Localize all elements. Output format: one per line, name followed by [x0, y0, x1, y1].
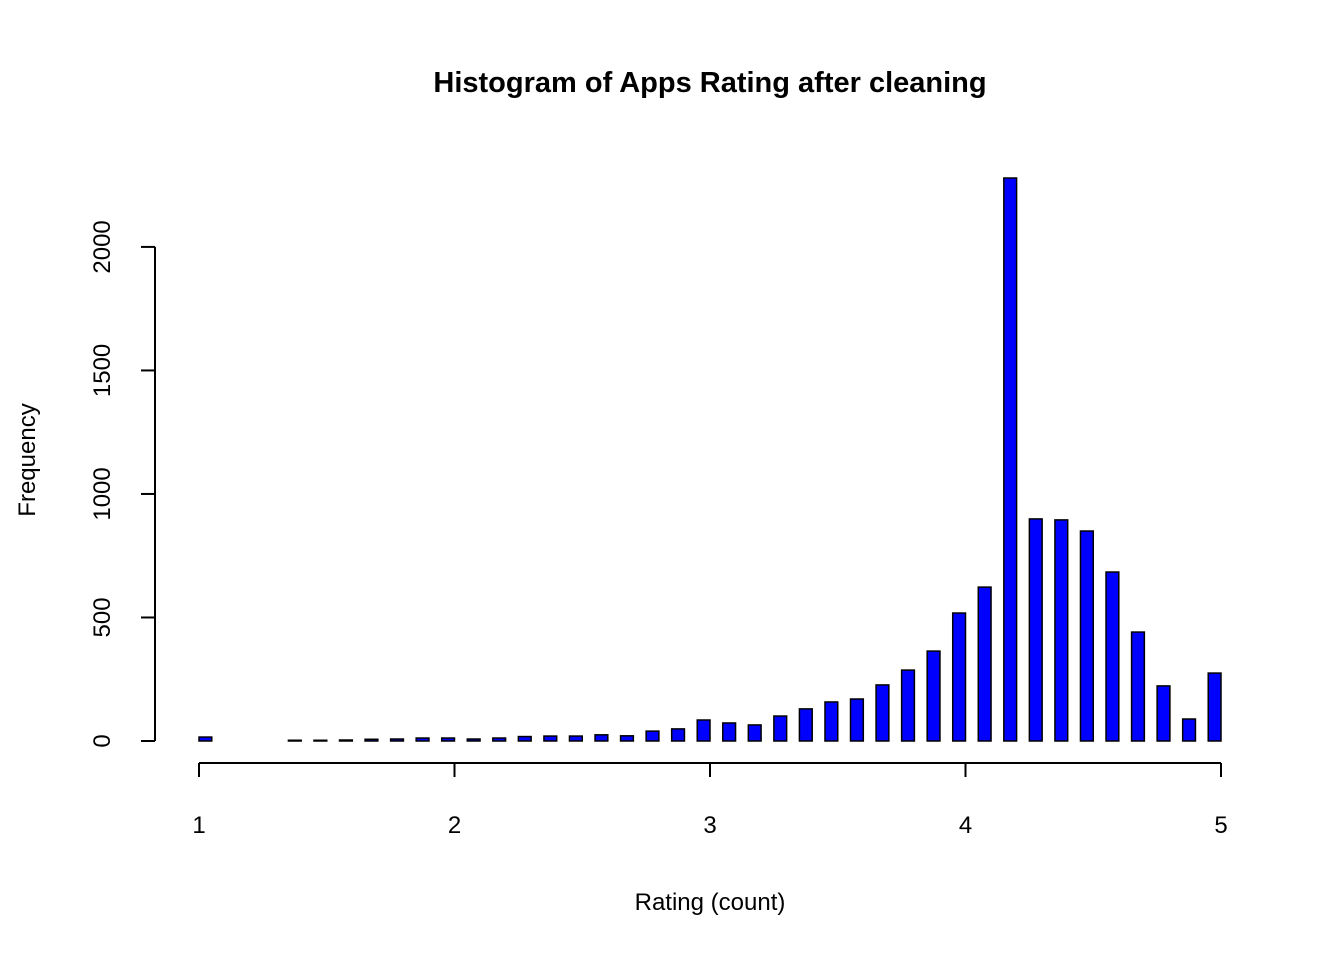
x-tick-label: 4 [959, 812, 972, 839]
bar [1054, 519, 1069, 742]
bar [389, 738, 405, 742]
bar [313, 739, 328, 742]
bar [287, 739, 302, 742]
bar [900, 669, 916, 742]
bar [645, 730, 660, 742]
bar [849, 698, 865, 742]
x-tick-label: 2 [448, 812, 461, 839]
bar [198, 736, 213, 742]
bar [543, 735, 558, 742]
bar [492, 737, 507, 742]
bar [773, 715, 788, 742]
y-tick-label: 1500 [89, 344, 116, 397]
bar [568, 735, 583, 742]
bar [670, 728, 686, 742]
x-axis-label: Rating (count) [635, 889, 786, 916]
bar [1028, 518, 1043, 742]
bar [798, 708, 813, 742]
bar [696, 719, 711, 742]
bar [594, 734, 609, 742]
y-tick-label: 500 [89, 597, 116, 637]
bar [1156, 685, 1171, 742]
bar [619, 735, 635, 742]
y-tick-label: 1000 [89, 467, 116, 520]
x-tick-label: 1 [192, 812, 205, 839]
bar [977, 586, 992, 742]
y-tick-label: 2000 [89, 220, 116, 273]
bar [951, 612, 967, 742]
bar [1181, 718, 1197, 742]
bar [364, 738, 379, 742]
bar [722, 722, 737, 742]
bar [440, 737, 456, 742]
chart-title: Histogram of Apps Rating after cleaning [433, 67, 986, 99]
bar [1079, 530, 1094, 742]
x-tick-label: 3 [703, 812, 716, 839]
y-axis-label: Frequency [14, 403, 41, 516]
bar [1003, 177, 1018, 742]
bar [1105, 571, 1120, 742]
x-tick-label: 5 [1214, 812, 1227, 839]
bar [926, 650, 941, 742]
y-tick-label: 0 [89, 734, 116, 747]
bar [466, 738, 481, 742]
bar [1207, 672, 1222, 742]
bar [338, 739, 354, 742]
bar [415, 737, 430, 742]
bar [747, 724, 762, 742]
bar [875, 684, 890, 742]
bar [1130, 631, 1146, 742]
bar [824, 701, 839, 742]
bar [517, 735, 532, 742]
